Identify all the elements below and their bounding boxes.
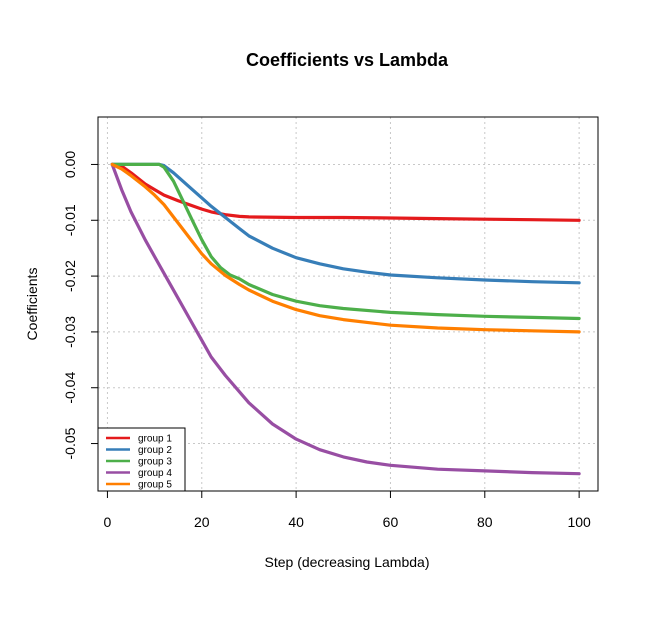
chart-title: Coefficients vs Lambda	[246, 50, 449, 70]
y-axis-label: Coefficients	[24, 268, 40, 341]
legend-label-group-2: group 2	[138, 445, 172, 456]
series-lines	[110, 162, 581, 476]
y-tick-label: -0.05	[62, 427, 78, 459]
x-tick-label: 20	[194, 514, 210, 530]
x-axis-label: Step (decreasing Lambda)	[265, 554, 430, 570]
series-line-group-1	[110, 162, 581, 222]
series-line-group-4	[110, 162, 581, 476]
series-line-group-2	[110, 162, 581, 285]
y-tick-label: 0.00	[62, 151, 78, 178]
y-tick-label: -0.02	[62, 260, 78, 292]
series-line-group-3	[110, 162, 581, 321]
legend-label-group-3: group 3	[138, 457, 172, 468]
legend-label-group-5: group 5	[138, 480, 172, 491]
y-tick-label: -0.03	[62, 316, 78, 348]
x-tick-label: 60	[383, 514, 399, 530]
legend-label-group-4: group 4	[138, 468, 172, 479]
x-tick-label: 100	[567, 514, 591, 530]
y-axis: 0.00 -0.01 -0.02 -0.03 -0.04 -0.05	[62, 151, 99, 460]
x-tick-label: 40	[288, 514, 304, 530]
series-line-group-5	[110, 162, 581, 334]
legend-label-group-1: group 1	[138, 434, 172, 445]
x-tick-label: 0	[104, 514, 112, 530]
x-axis: 0 20 40 60 80 100	[104, 490, 591, 530]
y-tick-label: -0.04	[62, 372, 78, 404]
x-tick-label: 80	[477, 514, 493, 530]
y-tick-label: -0.01	[62, 204, 78, 236]
